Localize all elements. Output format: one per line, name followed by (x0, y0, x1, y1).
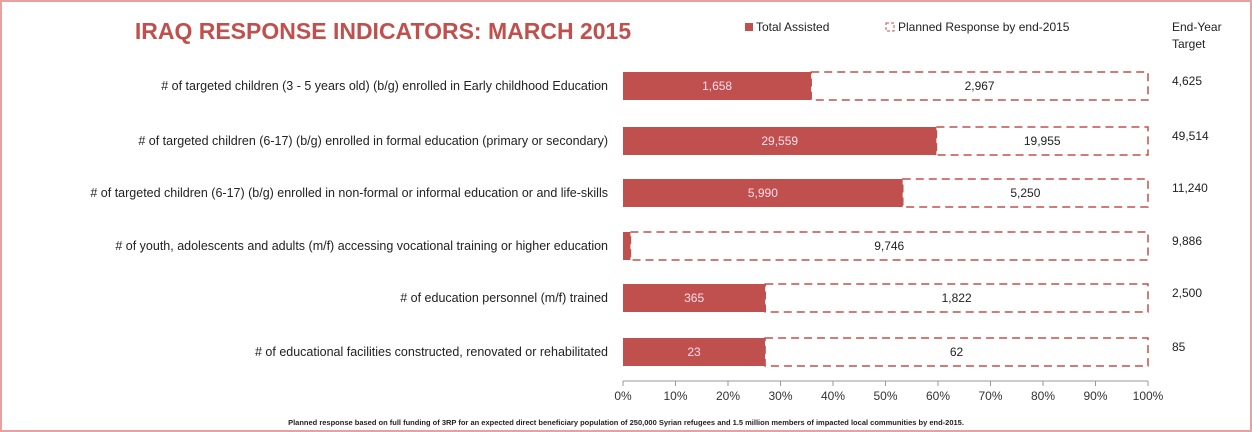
bar-planned (935, 126, 1149, 156)
value-label: 19,955 (1024, 134, 1061, 148)
bar-assisted (623, 127, 937, 155)
x-tick-label: 10% (663, 389, 687, 403)
footnote: Planned response based on full funding o… (288, 418, 964, 427)
bar-assisted (623, 72, 812, 100)
target-value: 4,625 (1172, 74, 1202, 88)
legend-swatch (885, 22, 895, 32)
category-label: # of education personnel (m/f) trained (400, 291, 608, 305)
bar-planned (764, 283, 1149, 313)
category-label: # of youth, adolescents and adults (m/f)… (115, 239, 608, 253)
bar-planned (810, 71, 1149, 101)
value-label: 23 (687, 345, 701, 359)
legend-swatch (745, 23, 753, 31)
chart-title: IRAQ RESPONSE INDICATORS: MARCH 2015 (135, 18, 631, 44)
x-tick-label: 90% (1083, 389, 1107, 403)
x-tick-label: 30% (768, 389, 792, 403)
bar-planned (629, 231, 1149, 261)
bar-assisted (623, 284, 766, 312)
legend-label: Planned Response by end-2015 (898, 20, 1070, 34)
x-tick-label: 60% (926, 389, 950, 403)
bar-assisted (623, 338, 766, 366)
legend-label: Total Assisted (756, 20, 829, 34)
target-value: 9,886 (1172, 234, 1202, 248)
value-label: 2,967 (965, 79, 995, 93)
target-value: 11,240 (1172, 181, 1208, 195)
value-label: 5,250 (1010, 186, 1040, 200)
bar-planned (764, 337, 1149, 367)
bar-assisted (623, 232, 631, 260)
x-tick-label: 100% (1133, 389, 1164, 403)
category-label: # of targeted children (6-17) (b/g) enro… (138, 134, 608, 148)
target-header: End-Year Target (1172, 20, 1222, 51)
value-label: 1,822 (942, 291, 972, 305)
x-tick-label: 20% (716, 389, 740, 403)
value-label: 5,990 (748, 186, 778, 200)
x-tick-label: 80% (1031, 389, 1055, 403)
target-value: 49,514 (1172, 129, 1209, 143)
value-label: 1,658 (702, 79, 732, 93)
x-tick-label: 70% (978, 389, 1002, 403)
bar-assisted (623, 179, 903, 207)
x-tick-label: 40% (821, 389, 845, 403)
value-label: 9,746 (874, 239, 904, 253)
value-label: 365 (684, 291, 704, 305)
value-label: 29,559 (761, 134, 798, 148)
target-value: 85 (1172, 340, 1186, 354)
x-tick-label: 0% (614, 389, 632, 403)
bar-planned (902, 178, 1149, 208)
value-label: 62 (950, 345, 964, 359)
category-label: # of targeted children (6-17) (b/g) enro… (90, 186, 608, 200)
category-label: # of educational facilities constructed,… (255, 345, 608, 359)
target-value: 2,500 (1172, 286, 1202, 300)
x-tick-label: 50% (873, 389, 897, 403)
category-label: # of targeted children (3 - 5 years old)… (161, 79, 608, 93)
